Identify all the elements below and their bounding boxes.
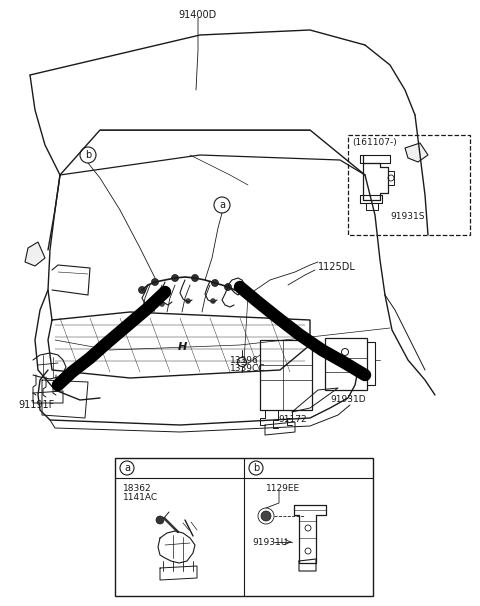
Circle shape	[192, 275, 199, 282]
Circle shape	[159, 302, 165, 307]
Circle shape	[139, 287, 145, 293]
Text: 91172: 91172	[278, 415, 307, 424]
Circle shape	[214, 197, 230, 213]
Circle shape	[120, 461, 134, 475]
Circle shape	[225, 284, 231, 290]
Text: 13396: 13396	[230, 356, 259, 365]
Circle shape	[212, 279, 218, 287]
Text: 91931D: 91931D	[330, 395, 366, 404]
Text: a: a	[124, 463, 130, 473]
Text: 91400D: 91400D	[178, 10, 216, 20]
Bar	[115, 458, 373, 596]
Text: 1125DL: 1125DL	[318, 262, 356, 272]
Circle shape	[185, 299, 191, 304]
Circle shape	[80, 147, 96, 163]
Text: 1129EE: 1129EE	[266, 484, 300, 493]
Polygon shape	[25, 242, 45, 266]
Text: 1141AC: 1141AC	[123, 493, 158, 502]
Text: H: H	[178, 342, 187, 352]
Circle shape	[249, 461, 263, 475]
Text: 91191F: 91191F	[18, 400, 54, 410]
Text: 91931S: 91931S	[390, 212, 424, 221]
Circle shape	[152, 279, 158, 285]
Bar	[325, 338, 367, 390]
Text: 1339CC: 1339CC	[230, 364, 265, 373]
Text: b: b	[253, 463, 259, 473]
Text: (161107-): (161107-)	[352, 138, 397, 147]
Circle shape	[211, 299, 216, 304]
Text: 18362: 18362	[123, 484, 152, 493]
Circle shape	[156, 516, 164, 524]
Bar	[260, 340, 312, 410]
Text: b: b	[85, 150, 91, 160]
Text: 91931U: 91931U	[252, 538, 287, 547]
Circle shape	[143, 304, 147, 310]
Circle shape	[261, 511, 271, 521]
Polygon shape	[405, 143, 428, 162]
Bar	[348, 135, 470, 235]
Text: a: a	[219, 200, 225, 210]
Circle shape	[171, 275, 179, 282]
